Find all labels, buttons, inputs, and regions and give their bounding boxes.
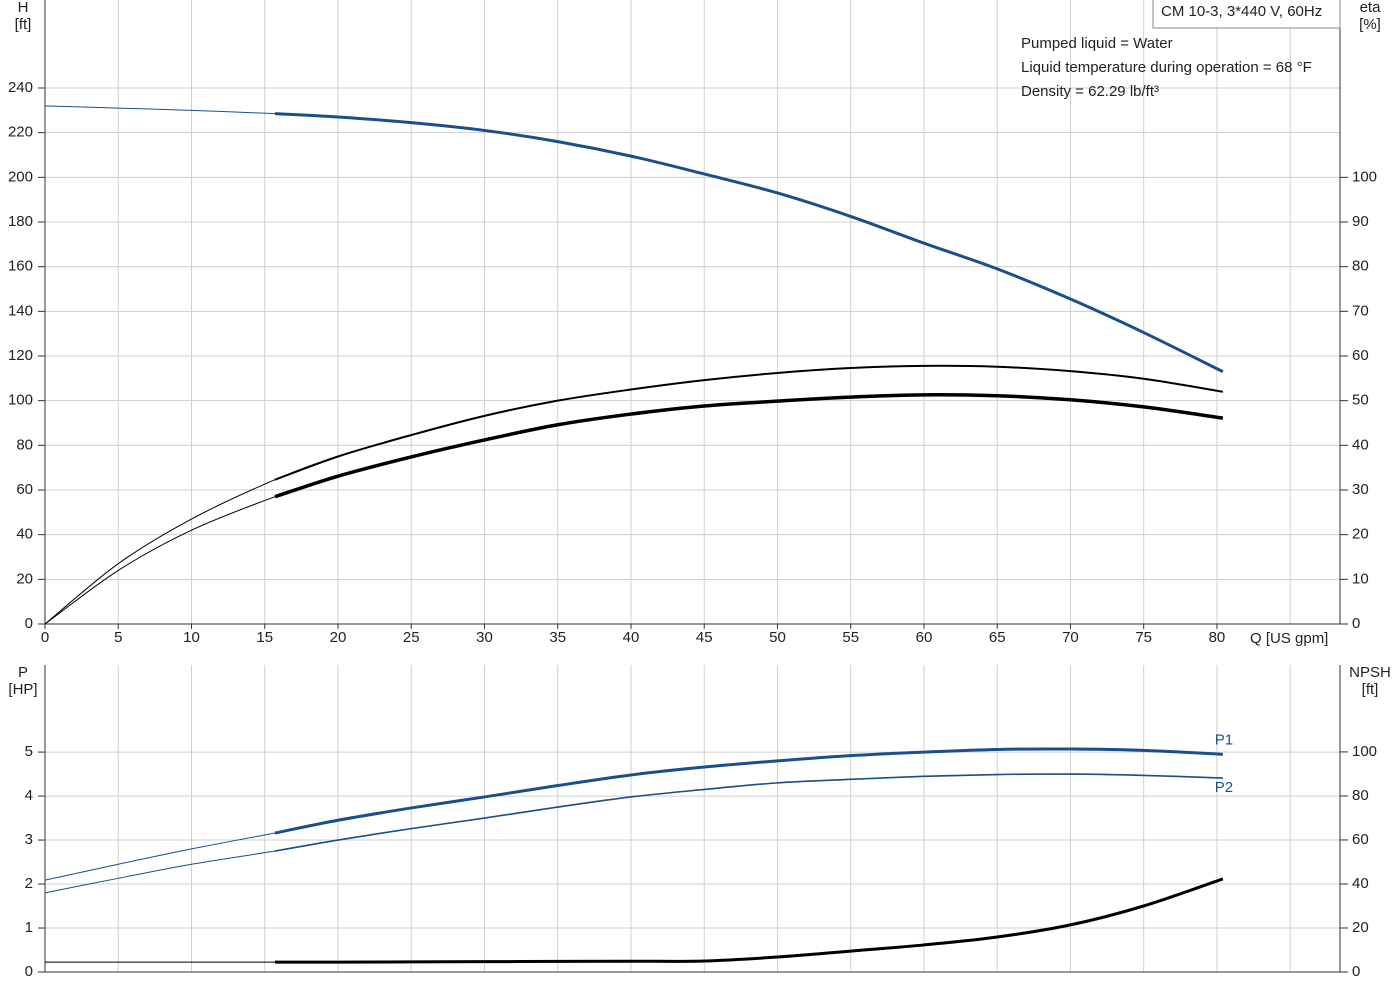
annotation: Density = 62.29 lb/ft³ [1021, 83, 1159, 100]
y-tick-label: 220 [8, 124, 33, 141]
y-axis-unit: [HP] [8, 681, 37, 698]
y2-tick-label: 20 [1352, 526, 1369, 543]
y-tick-label: 80 [16, 436, 33, 453]
y-tick-label: 200 [8, 168, 33, 185]
curve-label: P2 [1215, 779, 1233, 796]
x-tick-label: 40 [623, 629, 640, 646]
x-tick-label: 50 [769, 629, 786, 646]
y2-axis-unit: [%] [1359, 16, 1381, 33]
y2-tick-label: 100 [1352, 743, 1377, 760]
y-tick-label: 3 [25, 831, 33, 848]
annotation: Pumped liquid = Water [1021, 35, 1173, 52]
curve [274, 364, 1223, 481]
info-box-text: CM 10-3, 3*440 V, 60Hz [1161, 3, 1322, 20]
y2-tick-label: 0 [1352, 615, 1360, 632]
y-tick-label: 0 [25, 615, 33, 632]
y-tick-label: 100 [8, 392, 33, 409]
curve-extension [44, 773, 1223, 894]
y2-tick-label: 30 [1352, 481, 1369, 498]
x-tick-label: 25 [403, 629, 420, 646]
y-tick-label: 60 [16, 481, 33, 498]
y2-tick-label: 60 [1352, 347, 1369, 364]
info-box [1152, 0, 1341, 29]
x-tick-label: 80 [1209, 629, 1226, 646]
x-tick-label: 20 [330, 629, 347, 646]
x-tick-label: 65 [989, 629, 1006, 646]
y-tick-label: 180 [8, 213, 33, 230]
y-tick-label: 2 [25, 875, 33, 892]
annotation: Liquid temperature during operation = 68… [1021, 59, 1312, 76]
y2-tick-label: 40 [1352, 436, 1369, 453]
y2-tick-label: 20 [1352, 919, 1369, 936]
x-tick-label: 5 [114, 629, 122, 646]
y-tick-label: 0 [25, 963, 33, 980]
y2-tick-label: 70 [1352, 302, 1369, 319]
curve-extension [44, 878, 1223, 963]
x-tick-label: 0 [41, 629, 49, 646]
x-tick-label: 60 [916, 629, 933, 646]
y2-axis-label: NPSH [1349, 664, 1391, 681]
x-tick-label: 55 [842, 629, 859, 646]
curve [274, 773, 1223, 852]
y2-tick-label: 0 [1352, 963, 1360, 980]
y-tick-label: 240 [8, 79, 33, 96]
y-tick-label: 120 [8, 347, 33, 364]
y-axis-label: P [18, 664, 28, 681]
y-tick-label: 140 [8, 302, 33, 319]
curve [274, 877, 1224, 964]
curve-extension [44, 365, 1223, 625]
x-tick-label: 70 [1062, 629, 1079, 646]
x-tick-label: 45 [696, 629, 713, 646]
y2-axis-label: eta [1360, 0, 1382, 16]
y2-tick-label: 60 [1352, 831, 1369, 848]
y2-tick-label: 10 [1352, 570, 1369, 587]
curve-label: P1 [1215, 731, 1233, 748]
curve-extension [44, 748, 1223, 881]
y-axis-unit: [ft] [15, 16, 32, 33]
y-tick-label: 40 [16, 526, 33, 543]
y2-tick-label: 80 [1352, 787, 1369, 804]
y-tick-label: 1 [25, 919, 33, 936]
y2-axis-unit: [ft] [1362, 681, 1379, 698]
y2-tick-label: 40 [1352, 875, 1369, 892]
x-tick-label: 15 [256, 629, 273, 646]
y-axis-label: H [18, 0, 29, 16]
x-axis-label: Q [US gpm] [1250, 630, 1328, 647]
curve-extension [44, 105, 1224, 373]
x-tick-label: 30 [476, 629, 493, 646]
curve-extension [44, 394, 1223, 625]
y-tick-label: 5 [25, 743, 33, 760]
curve [274, 112, 1224, 373]
x-tick-label: 75 [1135, 629, 1152, 646]
x-tick-label: 35 [549, 629, 566, 646]
y2-tick-label: 50 [1352, 392, 1369, 409]
y2-tick-label: 80 [1352, 258, 1369, 275]
x-tick-label: 10 [183, 629, 200, 646]
y-tick-label: 20 [16, 570, 33, 587]
y-tick-label: 160 [8, 258, 33, 275]
curve [274, 393, 1224, 499]
y2-tick-label: 90 [1352, 213, 1369, 230]
y2-tick-label: 100 [1352, 168, 1377, 185]
curve [274, 747, 1223, 835]
y-tick-label: 4 [25, 787, 33, 804]
